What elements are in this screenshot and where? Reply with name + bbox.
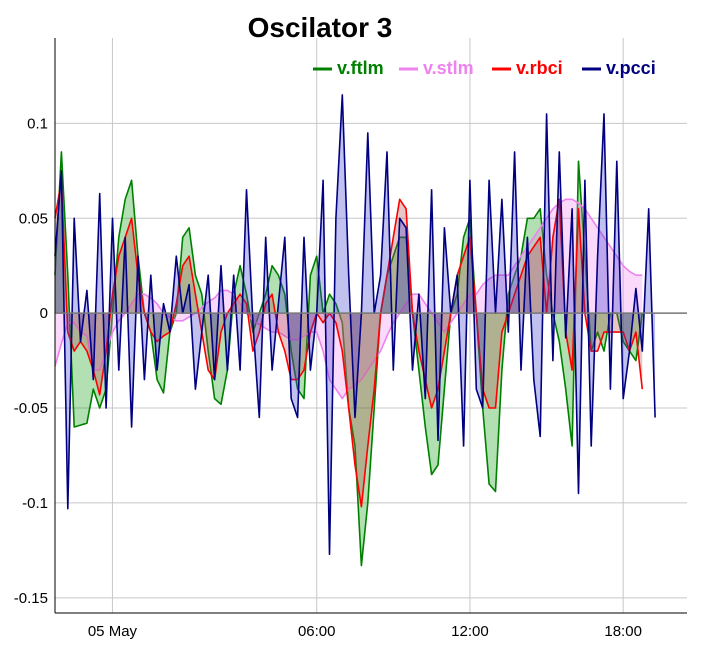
- x-tick-label: 05 May: [88, 623, 138, 640]
- y-tick-label: -0.05: [14, 400, 48, 417]
- y-tick-label: -0.1: [22, 495, 48, 512]
- series-line-v.rbci: [54, 179, 644, 508]
- y-tick-label: 0.1: [27, 115, 48, 132]
- legend-label-v.ftlm: v.ftlm: [337, 58, 384, 78]
- x-tick-label: 06:00: [298, 623, 336, 640]
- chart-title: Oscilator 3: [247, 12, 393, 43]
- series-area-v.pcci: [55, 94, 656, 555]
- legend-label-v.pcci: v.pcci: [606, 58, 656, 78]
- x-tick-label: 12:00: [451, 623, 489, 640]
- legend-label-v.stlm: v.stlm: [423, 58, 474, 78]
- series-line-v.pcci: [54, 94, 656, 556]
- series-area-v.rbci: [55, 180, 643, 507]
- y-tick-label: 0: [40, 305, 48, 322]
- legend-label-v.rbci: v.rbci: [516, 58, 563, 78]
- x-tick-label: 18:00: [604, 623, 642, 640]
- y-tick-label: 0.05: [19, 210, 48, 227]
- y-tick-label: -0.15: [14, 590, 48, 607]
- series-area-v.ftlm: [55, 151, 643, 566]
